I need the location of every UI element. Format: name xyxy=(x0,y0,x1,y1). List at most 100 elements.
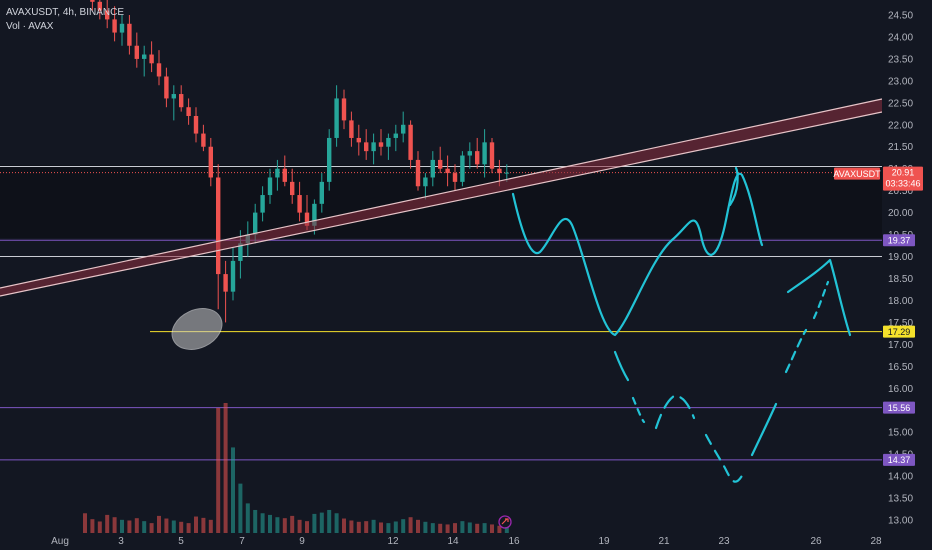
candle-body xyxy=(223,274,228,292)
price-tick-label: 24.00 xyxy=(888,32,913,43)
trendline-channel-fill xyxy=(0,99,882,296)
projection-dash-5 xyxy=(750,402,778,457)
price-tick-label: 18.00 xyxy=(888,296,913,307)
level-tag-19-37-bg xyxy=(883,234,915,247)
volume-bar xyxy=(231,447,235,533)
volume-bar xyxy=(497,525,502,533)
candle-body xyxy=(193,116,199,134)
price-tick-label: 16.00 xyxy=(888,384,913,395)
time-tick-label: 7 xyxy=(239,536,245,547)
volume-bar xyxy=(268,514,272,533)
time-tick-label: 5 xyxy=(178,536,184,547)
price-tick-label: 23.00 xyxy=(888,76,913,87)
projection-dash-7 xyxy=(812,280,830,320)
volume-bar xyxy=(127,520,132,533)
volume-bar xyxy=(305,521,309,533)
volume-bar xyxy=(319,512,324,533)
projection-path-upper-arm xyxy=(728,166,739,207)
volume-bar xyxy=(112,517,117,533)
volume-bar xyxy=(445,524,450,533)
candle-body xyxy=(430,159,435,178)
price-tick-label: 23.50 xyxy=(888,54,913,65)
projection-path-right xyxy=(786,258,852,337)
level-tag-14-37-bg xyxy=(883,453,915,466)
time-tick-label: 26 xyxy=(810,536,822,547)
volume-bar xyxy=(171,520,176,533)
alert-icon[interactable] xyxy=(498,515,512,529)
candle-body xyxy=(415,159,421,187)
candle-body xyxy=(105,10,110,20)
chart-legend: AVAXUSDT, 4h, BINANCE Vol · AVAX xyxy=(6,6,124,34)
volume-bar xyxy=(349,520,354,533)
candle-body xyxy=(297,195,302,213)
candle-body xyxy=(164,76,169,99)
volume-bar xyxy=(438,523,443,533)
volume-bar xyxy=(475,523,480,533)
candle-body xyxy=(156,63,162,77)
candle-body xyxy=(238,243,243,261)
price-tick-label: 14.00 xyxy=(888,472,913,483)
price-tick-label: 18.50 xyxy=(888,274,913,285)
candle-body xyxy=(401,124,406,134)
symbol-line: AVAXUSDT, 4h, BINANCE xyxy=(6,7,124,18)
projection-dash-3 xyxy=(654,394,696,430)
candle-body xyxy=(312,203,317,226)
candle-body xyxy=(386,137,391,147)
candle-body xyxy=(208,146,213,178)
volume-bar xyxy=(97,521,102,533)
volume-bar xyxy=(142,521,147,533)
candle-body xyxy=(186,107,191,116)
price-tick-label: 16.50 xyxy=(888,362,913,373)
countdown-text: 03:33:46 xyxy=(885,179,920,189)
volume-bar xyxy=(416,519,420,533)
projection-dash-1 xyxy=(613,350,630,382)
volume-bar xyxy=(194,516,198,533)
time-tick-label: Aug xyxy=(51,536,69,547)
volume-bar xyxy=(245,503,250,533)
volume-bar xyxy=(238,483,243,533)
candle-body xyxy=(423,177,428,187)
volume-bar xyxy=(83,513,87,533)
volume-line: Vol · AVAX xyxy=(6,21,54,32)
volume-bar xyxy=(467,522,472,533)
volume-bar xyxy=(157,515,161,533)
candle-body xyxy=(171,94,176,99)
volume-bar xyxy=(290,515,295,533)
level-tag-15-56: 15.56 xyxy=(883,401,915,414)
candle-body xyxy=(349,120,354,138)
candle-body xyxy=(230,260,236,292)
candle-body xyxy=(97,1,102,11)
projection-dash-6 xyxy=(784,328,808,374)
candle-body xyxy=(319,181,324,204)
time-tick-label: 23 xyxy=(718,536,730,547)
projection-path-main xyxy=(511,172,764,337)
price-tick-label: 22.50 xyxy=(888,98,913,109)
volume-bar xyxy=(364,521,369,533)
candle-body xyxy=(290,181,295,196)
price-tick-label: 17.00 xyxy=(888,340,913,351)
candle-body xyxy=(90,0,95,2)
volume-bar xyxy=(216,407,221,533)
volume-bar xyxy=(282,518,287,533)
volume-bar xyxy=(275,517,280,533)
price-tick-label: 20.00 xyxy=(888,208,913,219)
volume-bar xyxy=(90,519,95,533)
volume-bar xyxy=(260,513,265,533)
projection-dash-4 xyxy=(704,433,746,483)
candle-body xyxy=(497,168,502,174)
projection-dash-2 xyxy=(631,396,646,424)
time-axis[interactable] xyxy=(0,533,932,550)
candle-body xyxy=(267,177,273,196)
candle-body xyxy=(134,45,139,59)
candle-body xyxy=(179,94,184,108)
price-tick-label: 17.50 xyxy=(888,318,913,329)
volume-bar xyxy=(179,521,184,533)
level-tag-19-37: 19.37 xyxy=(883,234,915,247)
candle-body xyxy=(149,54,154,64)
time-tick-label: 14 xyxy=(447,536,459,547)
symbol-tag: AVAXUSDT xyxy=(833,167,881,180)
alert-arrow-icon xyxy=(501,518,509,525)
candle-body xyxy=(408,124,413,160)
